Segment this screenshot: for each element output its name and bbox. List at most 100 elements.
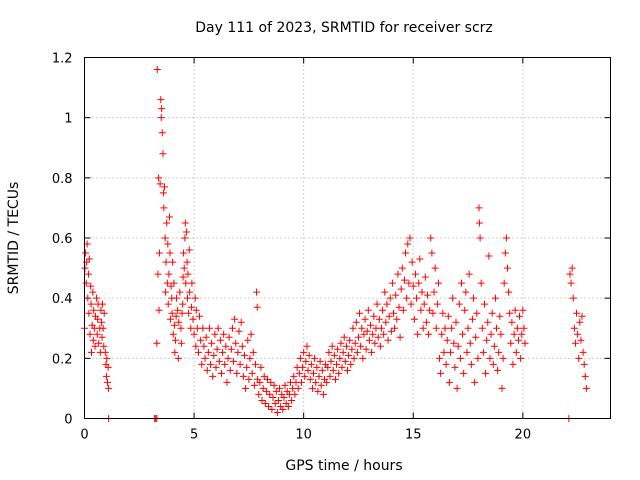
data-point: [357, 342, 365, 350]
y-tick-label: 0.2: [52, 352, 73, 367]
data-point: [422, 318, 430, 326]
data-point: [376, 342, 384, 350]
data-point: [489, 360, 497, 368]
data-point: [517, 354, 525, 362]
data-point: [333, 360, 341, 368]
data-point: [94, 315, 102, 323]
data-point: [486, 354, 494, 362]
data-point: [84, 270, 92, 278]
data-point: [189, 315, 197, 323]
data-point: [194, 348, 202, 356]
data-point: [395, 303, 403, 311]
data-point: [153, 339, 161, 347]
data-point: [301, 372, 309, 380]
data-point: [164, 300, 172, 308]
data-point: [171, 348, 179, 356]
data-point: [175, 318, 183, 326]
data-point: [299, 363, 307, 371]
data-point: [279, 405, 287, 413]
data-point: [484, 318, 492, 326]
data-point: [306, 375, 314, 383]
data-point: [410, 315, 418, 323]
y-tick-label: 0.4: [52, 292, 73, 307]
data-point: [500, 279, 508, 287]
data-point: [475, 204, 483, 212]
data-point: [163, 219, 171, 227]
data-point: [93, 294, 101, 302]
data-point: [180, 264, 188, 272]
data-point: [313, 363, 321, 371]
data-point: [518, 330, 526, 338]
data-point: [569, 294, 577, 302]
data-point: [212, 363, 220, 371]
data-point: [406, 234, 414, 242]
data-point: [85, 255, 93, 263]
data-point: [408, 258, 416, 266]
data-point: [323, 378, 331, 386]
data-point: [272, 387, 280, 395]
data-point: [328, 342, 336, 350]
data-point: [173, 294, 181, 302]
data-point: [348, 345, 356, 353]
data-point: [154, 270, 162, 278]
data-point: [369, 330, 377, 338]
data-point: [356, 309, 364, 317]
data-point: [502, 234, 510, 242]
data-point: [288, 396, 296, 404]
data-point: [300, 348, 308, 356]
data-point: [181, 234, 189, 242]
data-point: [180, 249, 188, 257]
data-point: [187, 303, 195, 311]
data-point: [167, 282, 175, 290]
data-point: [160, 183, 168, 191]
data-point: [385, 312, 393, 320]
data-point: [365, 336, 373, 344]
data-point: [156, 180, 164, 188]
data-point: [337, 339, 345, 347]
data-point: [166, 213, 174, 221]
data-point: [396, 333, 404, 341]
data-point: [394, 270, 402, 278]
data-point: [580, 360, 588, 368]
data-point: [184, 294, 192, 302]
data-point: [505, 288, 513, 296]
data-point: [208, 339, 216, 347]
data-point: [430, 288, 438, 296]
data-point: [441, 324, 449, 332]
data-point: [421, 273, 429, 281]
data-point: [443, 336, 451, 344]
data-point: [499, 354, 507, 362]
data-point: [455, 300, 463, 308]
data-point: [346, 336, 354, 344]
data-point: [245, 375, 253, 383]
data-point: [581, 372, 589, 380]
data-point: [302, 357, 310, 365]
data-point: [354, 333, 362, 341]
data-point: [166, 249, 174, 257]
data-point: [101, 348, 109, 356]
x-tick-label: 15: [405, 428, 422, 443]
data-point: [170, 279, 178, 287]
data-point: [388, 279, 396, 287]
data-point: [374, 333, 382, 341]
data-point: [209, 372, 217, 380]
data-point: [508, 318, 516, 326]
data-point: [491, 294, 499, 302]
data-point: [89, 288, 97, 296]
data-point: [336, 354, 344, 362]
x-tick-label: 10: [295, 428, 312, 443]
data-point: [162, 258, 170, 266]
data-point: [428, 249, 436, 257]
data-point: [157, 96, 165, 104]
data-point: [249, 348, 257, 356]
data-point: [487, 330, 495, 338]
data-point: [217, 369, 225, 377]
data-point: [352, 318, 360, 326]
data-point: [177, 339, 185, 347]
data-point: [104, 363, 112, 371]
data-point: [87, 300, 95, 308]
data-point: [483, 336, 491, 344]
data-point: [169, 258, 177, 266]
data-point: [331, 375, 339, 383]
data-point: [571, 339, 579, 347]
